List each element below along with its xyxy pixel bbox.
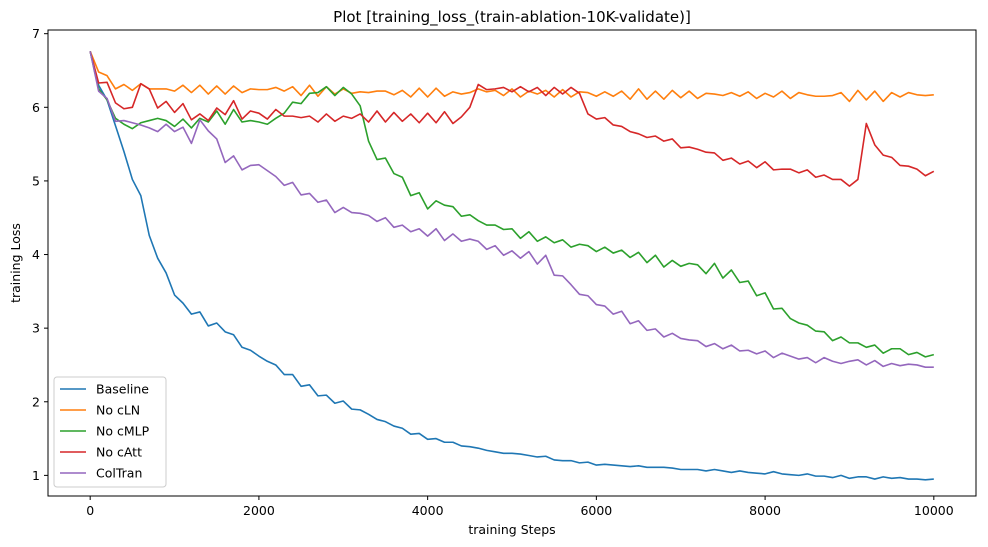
y-axis-label: training Loss [8,223,23,303]
legend: Baseline No cLN No cMLP No cAtt ColTran [53,376,167,488]
y-tick-label: 1 [32,468,40,483]
series-line-no-cmlp [89,51,935,358]
x-tick-label: 0 [86,503,94,518]
y-tick-label: 2 [32,394,40,409]
y-tick-label: 6 [32,100,40,115]
legend-label-baseline: Baseline [96,382,149,397]
x-tick-label: 6000 [580,503,612,518]
x-tick-label: 10000 [914,503,954,518]
y-axis: 1 2 3 4 5 6 7 [32,26,48,483]
series-line-no-catt [89,51,935,187]
x-tick-label: 8000 [749,503,781,518]
legend-label-no-catt: No cAtt [96,445,142,460]
series-line-coltran [89,51,934,368]
series-line-baseline [89,51,934,481]
legend-label-coltran: ColTran [96,466,142,481]
x-axis: 0 2000 4000 6000 8000 10000 [86,496,954,518]
series-layer [89,51,935,481]
y-tick-label: 4 [32,247,40,262]
plot-area [47,29,977,497]
x-tick-label: 4000 [412,503,444,518]
x-tick-label: 2000 [243,503,275,518]
y-tick-label: 3 [32,321,40,336]
series-line-no-cln [89,51,934,103]
y-tick-label: 5 [32,173,40,188]
x-axis-label: training Steps [468,522,555,537]
legend-label-no-cmlp: No cMLP [96,424,150,439]
legend-box [53,376,167,488]
y-tick-label: 7 [32,26,40,41]
chart-title: Plot [training_loss_(train-ablation-10K-… [333,8,691,27]
legend-label-no-cln: No cLN [96,403,140,418]
